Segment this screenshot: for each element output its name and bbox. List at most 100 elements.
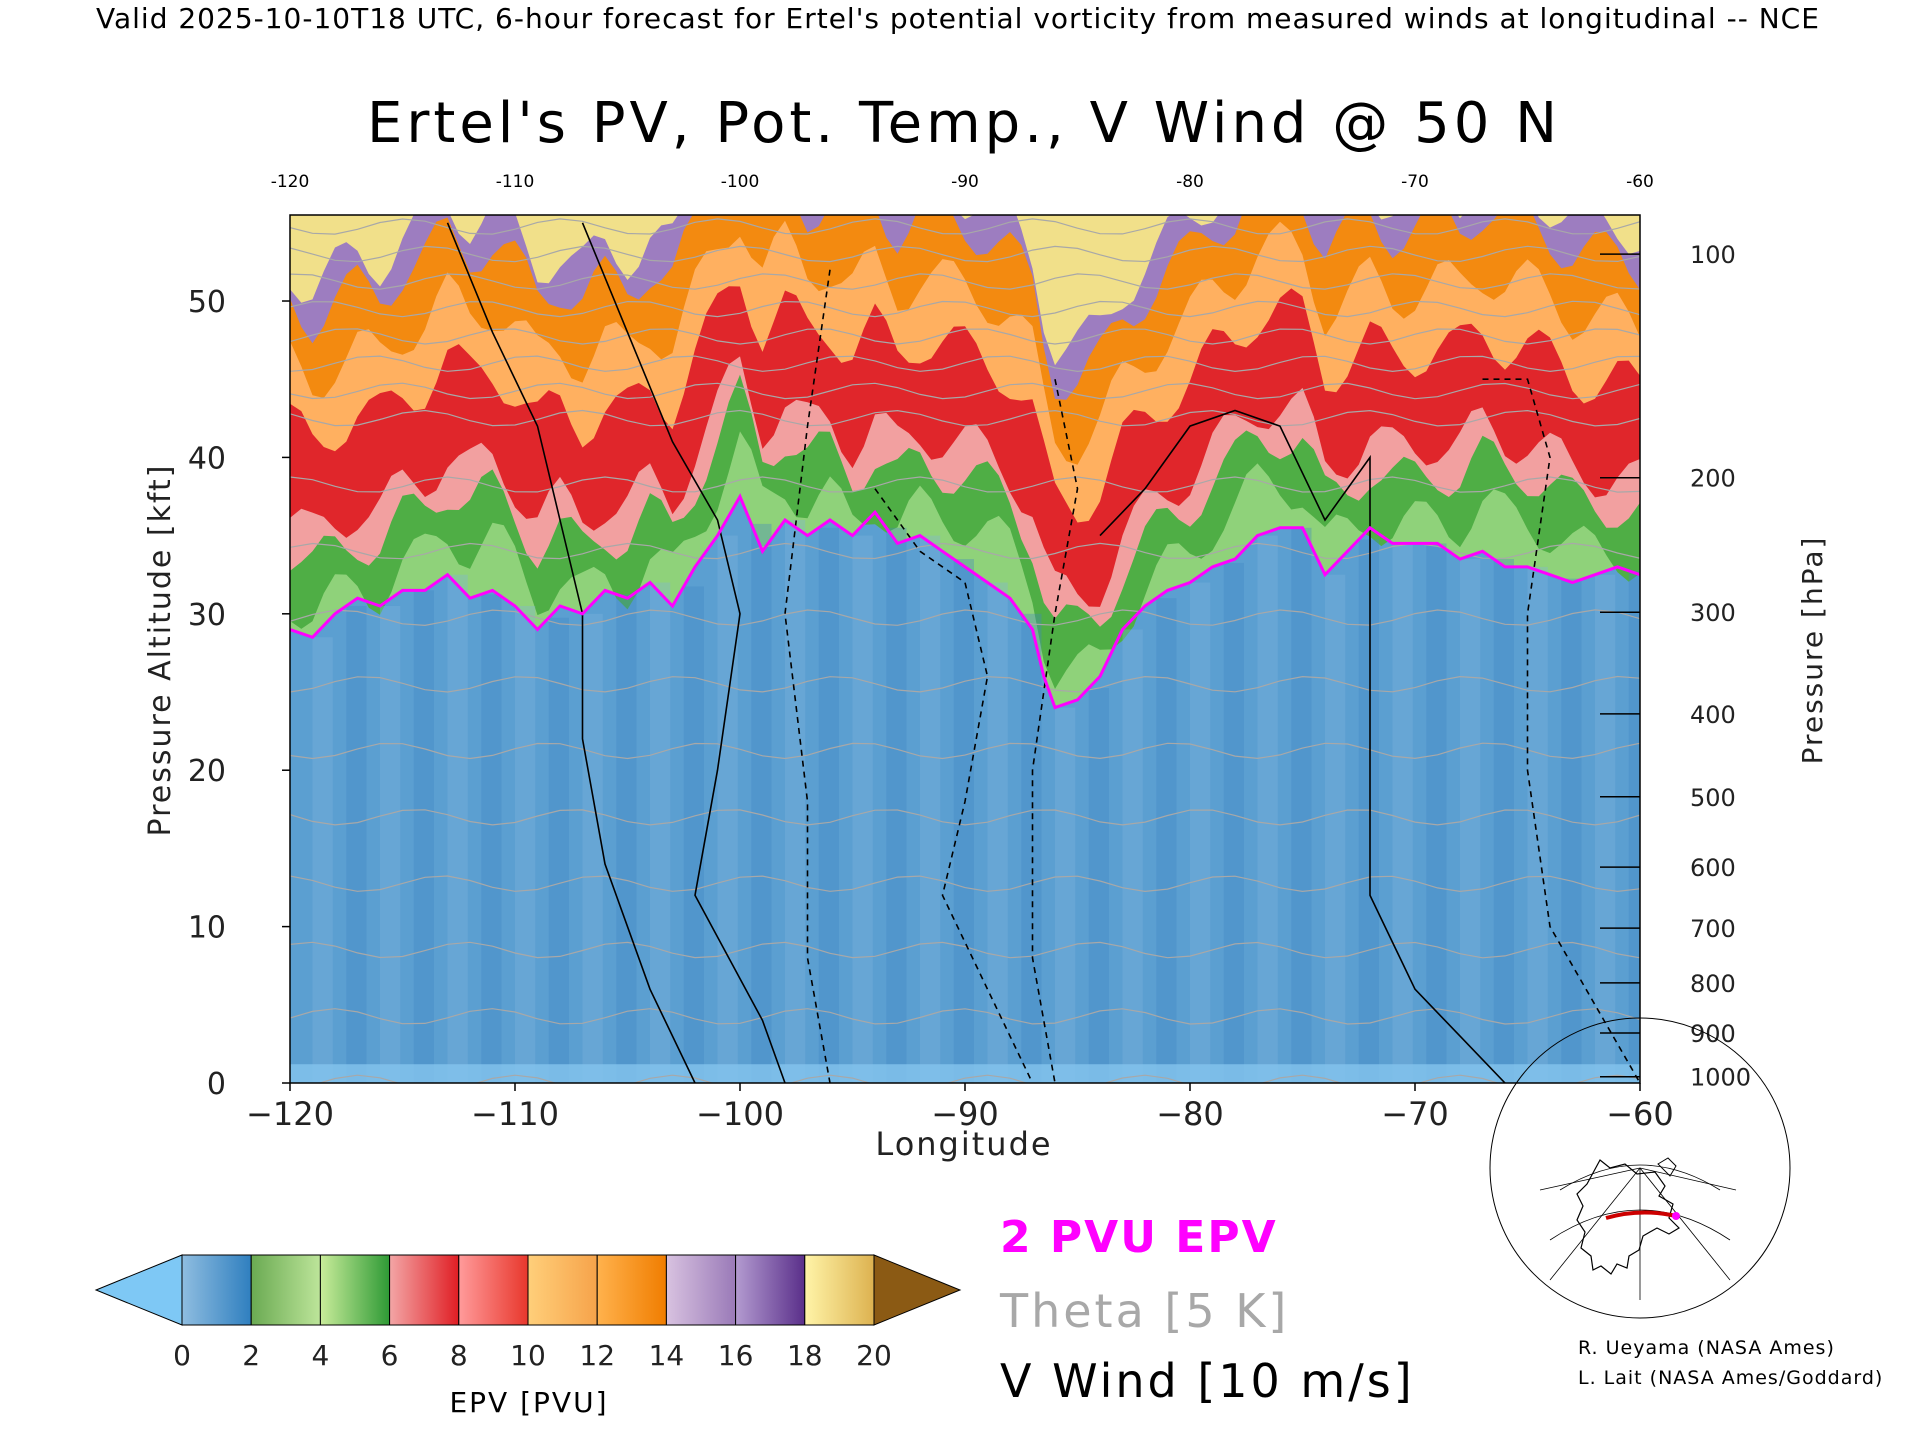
plot-area [290, 0, 1640, 1083]
pressure-tick-label: 800 [1690, 970, 1736, 998]
theta-contour-360 [290, 245, 1640, 263]
epv-streak [683, 586, 704, 1083]
colorbar-bin-4 [458, 1254, 529, 1326]
top-x-tick-label: -80 [1176, 172, 1204, 192]
epv-streak [920, 535, 941, 1083]
epv-streak [1358, 539, 1379, 1083]
two-pvu-tropopause-line [290, 493, 1640, 710]
colorbar-bin-1 [250, 1254, 321, 1326]
colorbar-tick-label: 14 [649, 1339, 685, 1372]
epv-streak [650, 582, 671, 1083]
epv-streak [751, 523, 772, 1083]
y-tick-label: 20 [188, 754, 226, 789]
epv-streak [886, 527, 907, 1083]
top-x-axis: -120 -110 -100 -90 -80 -70 -60 [271, 172, 1654, 192]
epv-streak [312, 637, 333, 1083]
top-x-tick-label: -100 [721, 172, 760, 192]
legend-2pvu-label: 2 PVU EPV [1000, 1212, 1278, 1263]
epv-streak [1325, 574, 1346, 1083]
surface-low-pv [290, 1064, 1640, 1083]
x-tick-label: −110 [471, 1095, 559, 1133]
colorbar-bin-0 [181, 1254, 252, 1326]
pressure-tick-label: 400 [1690, 701, 1736, 729]
colorbar-tick-label: 10 [510, 1339, 546, 1372]
y-tick-label: 50 [188, 285, 226, 320]
pressure-tick-label: 900 [1690, 1020, 1736, 1048]
epv-colorbar: 0 2 4 6 8 10 12 14 16 18 20 [94, 1254, 962, 1372]
x-tick-label: −60 [1606, 1095, 1674, 1133]
theta-contour-350 [290, 300, 1640, 318]
y-tick-label: 10 [188, 911, 226, 946]
epv-band-7 [290, 215, 1640, 366]
pressure-tick-label: 500 [1690, 784, 1736, 812]
epv-streak [548, 617, 569, 1083]
y-tick-label: 40 [188, 441, 226, 476]
colorbar-tick-label: 4 [311, 1339, 329, 1372]
theta-contour-365 [290, 218, 1640, 235]
epv-streak [785, 519, 806, 1083]
pressure-axis: 100 200 300 400 500 600 700 800 900 1000 [1600, 241, 1751, 1092]
theta-contour-395 [290, 55, 1640, 70]
x-axis: −120 −110 −100 −90 −80 −70 −60 [246, 1083, 1674, 1133]
epv-streak [953, 559, 974, 1083]
credit-line-2: L. Lait (NASA Ames/Goddard) [1578, 1367, 1884, 1389]
colorbar-bin-8 [735, 1254, 806, 1326]
v-wind-contour-5 [1099, 409, 1506, 1083]
epv-streak [346, 605, 367, 1083]
colorbar-tick-label: 12 [579, 1339, 615, 1372]
colorbar-under-arrow [94, 1254, 183, 1326]
v-wind-contour-1 [581, 222, 786, 1083]
top-x-tick-label: -120 [271, 172, 310, 192]
v-wind-contour-3 [874, 488, 1034, 1083]
epv-streak [582, 613, 603, 1083]
polar-map-icon [1489, 1017, 1791, 1319]
theta-contour-290 [290, 941, 1640, 959]
v-wind-contour-6 [1482, 378, 1640, 1083]
pressure-tick-label: 700 [1690, 915, 1736, 943]
colorbar-tick-label: 8 [450, 1339, 468, 1372]
theta-contour-300 [290, 809, 1640, 826]
colorbar-bin-6 [596, 1254, 667, 1326]
epv-streak [1291, 527, 1312, 1083]
epv-color-bands [290, 215, 1640, 1083]
colorbar-bin-5 [527, 1254, 598, 1326]
epv-streak [481, 594, 502, 1083]
epv-streak [1088, 688, 1109, 1083]
epv-streak [717, 535, 738, 1083]
v-wind-contour-2 [784, 269, 831, 1083]
theta-contour-335 [290, 382, 1640, 400]
credit-line-1: R. Ueyama (NASA Ames) [1578, 1337, 1835, 1359]
colorbar-tick-label: 6 [381, 1339, 399, 1372]
theta-contours [290, 0, 1640, 1083]
x-axis-label: Longitude [875, 1125, 1052, 1163]
epv-streak [380, 605, 401, 1083]
theta-contour-305 [290, 742, 1640, 760]
pressure-tick-label: 600 [1690, 854, 1736, 882]
epv-streak [1055, 707, 1076, 1083]
epv-streak [1392, 543, 1413, 1083]
colorbar-tick-label: 2 [242, 1339, 260, 1372]
colorbar-bin-9 [804, 1254, 875, 1326]
epv-streak [1021, 613, 1042, 1083]
pressure-tick-label: 200 [1690, 465, 1736, 493]
theta-contour-405 [290, 0, 1640, 15]
epv-streak [852, 535, 873, 1083]
x-tick-label: −90 [931, 1095, 999, 1133]
x-tick-label: −120 [246, 1095, 334, 1133]
epv-streak [1257, 535, 1278, 1083]
epv-streak [1122, 629, 1143, 1083]
x-tick-label: −70 [1381, 1095, 1449, 1133]
epv-streak [1460, 559, 1481, 1083]
colorbar-bin-2 [319, 1254, 391, 1326]
colorbar-label: EPV [PVU] [449, 1386, 608, 1419]
epv-streak [413, 590, 434, 1083]
theta-contour-345 [290, 328, 1640, 345]
x-tick-label: −80 [1156, 1095, 1224, 1133]
epv-streak [1628, 570, 1640, 1083]
theta-contour-330 [290, 409, 1640, 427]
epv-streak [1190, 582, 1211, 1083]
top-x-tick-label: -110 [496, 172, 535, 192]
theta-contour-280 [317, 1074, 1640, 1083]
theta-contour-340 [290, 355, 1640, 373]
